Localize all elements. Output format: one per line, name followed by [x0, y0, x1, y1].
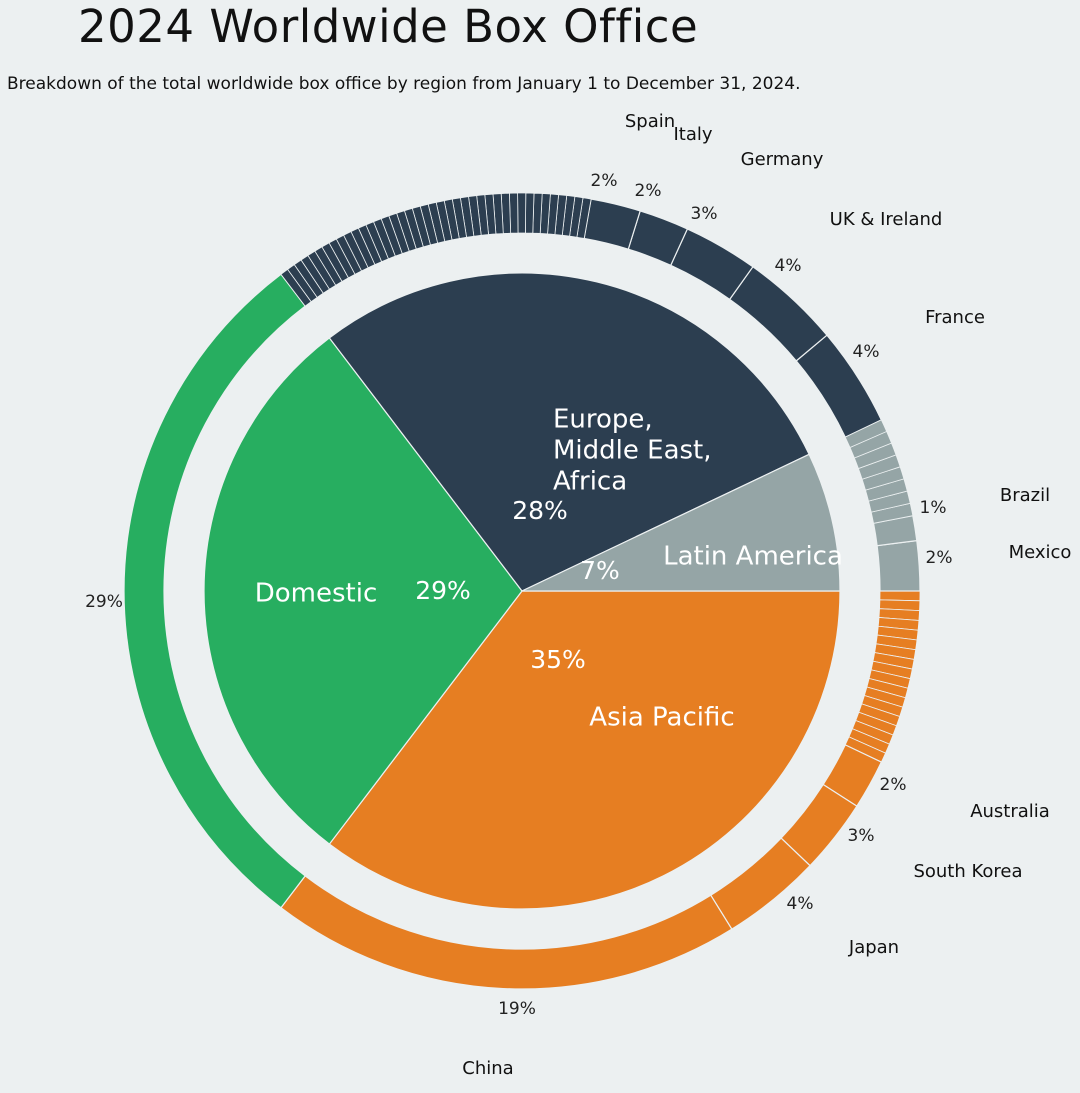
country-pct-germany: 3%	[691, 204, 718, 224]
country-slice-japan	[709, 837, 811, 931]
region-slice-europe-middle-east-africa	[328, 272, 810, 592]
region-label-europe-middle-east-africa: Middle East,	[553, 436, 712, 466]
country-label-italy: Italy	[673, 124, 712, 145]
country-slice-other	[525, 192, 535, 234]
region-pct-latin-america: 7%	[580, 556, 620, 585]
country-slice-other	[517, 192, 527, 234]
region-slice-latin-america	[521, 453, 841, 592]
country-pct-south-korea: 3%	[848, 826, 875, 846]
country-slice-other	[851, 720, 894, 745]
country-slice-other	[870, 660, 913, 680]
country-slice-uk-ireland	[728, 265, 828, 362]
country-label-brazil: Brazil	[1000, 485, 1050, 506]
country-label-mexico: Mexico	[1009, 542, 1072, 563]
country-label-spain: Spain	[625, 111, 675, 132]
country-slice-mexico	[876, 539, 921, 592]
country-slice-australia	[822, 744, 883, 808]
region-label-latin-america: Latin America	[663, 542, 843, 572]
inner-ring	[203, 272, 841, 910]
country-label-france: France	[925, 307, 985, 328]
country-slice-other	[844, 419, 888, 448]
outer-ring	[123, 192, 921, 990]
country-slice-other	[848, 728, 890, 754]
region-slice-asia-pacific	[328, 590, 841, 910]
region-label-asia-pacific: Asia Pacific	[589, 703, 734, 733]
chart-subtitle: Breakdown of the total worldwide box off…	[7, 74, 801, 94]
country-slice-domestic	[123, 273, 307, 909]
country-slice-south-korea	[780, 783, 858, 867]
country-pct-france: 4%	[853, 342, 880, 362]
country-slice-other	[844, 736, 887, 763]
country-slice-other	[878, 608, 920, 621]
region-pct-domestic: 29%	[415, 576, 471, 605]
country-slice-other	[876, 625, 919, 641]
country-label-china: China	[462, 1058, 513, 1079]
region-pct-asia-pacific: 35%	[530, 645, 586, 674]
country-pct-australia: 2%	[880, 775, 907, 795]
country-slice-other	[879, 590, 921, 602]
country-label-uk-ireland: UK & Ireland	[830, 209, 943, 230]
country-slice-other	[866, 677, 909, 699]
country-pct-domestic: 29%	[85, 592, 123, 612]
country-slice-other	[879, 599, 921, 612]
country-slice-other	[861, 694, 904, 718]
country-label-japan: Japan	[848, 937, 899, 958]
country-pct-japan: 4%	[787, 894, 814, 914]
country-pct-italy: 2%	[635, 181, 662, 201]
country-slice-china	[280, 875, 733, 990]
region-label-europe-middle-east-africa: Africa	[553, 467, 627, 497]
region-label-domestic: Domestic	[255, 579, 378, 609]
country-slice-other	[874, 643, 917, 660]
country-label-germany: Germany	[741, 149, 824, 170]
region-label-europe-middle-east-africa: Europe,	[553, 405, 653, 435]
chart-title: 2024 Worldwide Box Office	[78, 0, 699, 53]
country-pct-spain: 2%	[591, 171, 618, 191]
country-slice-other	[858, 703, 901, 727]
country-label-south-korea: South Korea	[913, 861, 1022, 882]
country-slice-other	[855, 711, 897, 736]
country-slice-other	[872, 652, 915, 670]
country-slice-other	[868, 669, 911, 689]
country-pct-uk-ireland: 4%	[775, 256, 802, 276]
country-slice-other	[280, 268, 312, 307]
country-slice-other	[863, 686, 906, 708]
country-pct-china: 19%	[498, 999, 536, 1019]
country-pct-brazil: 1%	[920, 498, 947, 518]
country-label-australia: Australia	[970, 801, 1050, 822]
region-pct-europe-middle-east-africa: 28%	[512, 496, 568, 525]
country-pct-mexico: 2%	[926, 548, 953, 568]
region-slice-domestic	[203, 337, 523, 845]
country-slice-other	[875, 634, 918, 651]
